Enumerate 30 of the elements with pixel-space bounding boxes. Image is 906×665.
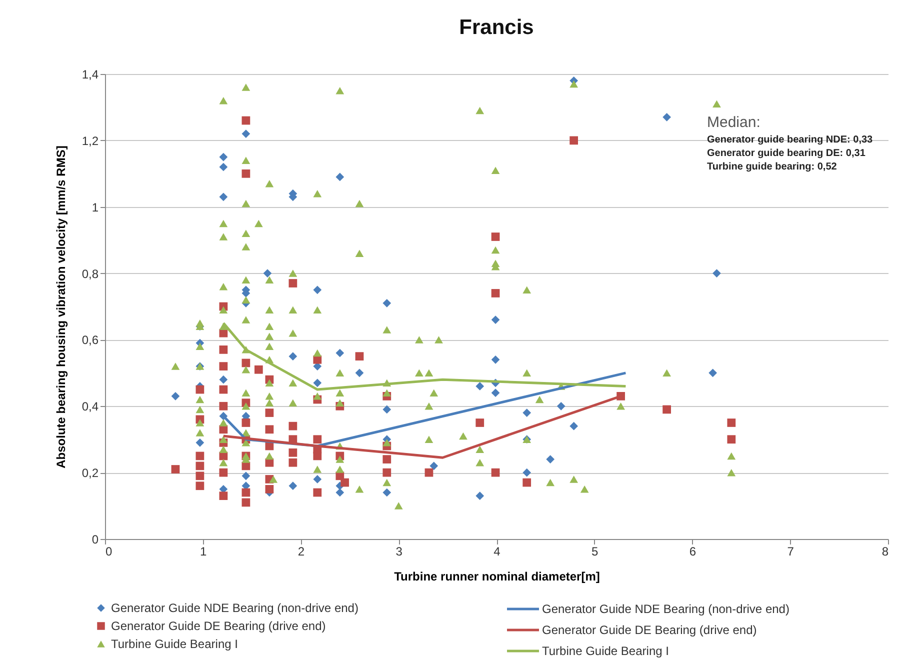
legend-label: Turbine Guide Bearing I <box>542 644 669 658</box>
annotation: Turbine guide bearing: 0,52 <box>707 162 838 172</box>
y-axis-title: Absolute bearing housing vibration velocity [mm/s RMS] <box>54 146 68 468</box>
legend-label: Generator Guide NDE Bearing (non-drive end) <box>111 601 358 615</box>
legend-label: Generator Guide DE Bearing (drive end) <box>111 619 326 633</box>
legend-label: Generator Guide DE Bearing (drive end) <box>542 623 757 637</box>
annotation: Generator guide bearing NDE: 0,33 <box>707 134 874 146</box>
x-tick-label: 5 <box>592 544 599 558</box>
y-tick-label: 0,8 <box>82 266 99 281</box>
y-tick-label: 0,4 <box>82 400 99 414</box>
x-tick-label: 2 <box>298 544 305 558</box>
y-tick-label: 1,4 <box>82 68 99 82</box>
x-axis-title: Turbine runner nominal diameter[m] <box>394 570 600 584</box>
y-tick-label: 0,2 <box>82 466 99 480</box>
x-tick-label: 6 <box>689 544 696 558</box>
legend-label: Turbine Guide Bearing I <box>111 637 238 651</box>
annotation: Generator guide bearing DE: 0,31 <box>707 148 866 159</box>
y-tick-label: 0 <box>92 532 99 546</box>
x-tick-label: 4 <box>494 544 501 558</box>
x-tick-label: 8 <box>882 544 889 558</box>
annotation: Median: <box>707 114 760 131</box>
legend-label: Generator Guide NDE Bearing (non-drive end) <box>542 602 790 616</box>
x-tick-label: 3 <box>396 544 403 558</box>
x-tick-label: 1 <box>200 544 208 558</box>
x-tick-label: 7 <box>787 544 794 558</box>
y-tick-label: 0,6 <box>82 333 99 348</box>
y-tick-label: 1,2 <box>82 134 99 148</box>
x-tick-label: 0 <box>106 544 112 558</box>
chart-title: Francis <box>459 16 534 39</box>
y-tick-label: 1 <box>92 200 99 214</box>
